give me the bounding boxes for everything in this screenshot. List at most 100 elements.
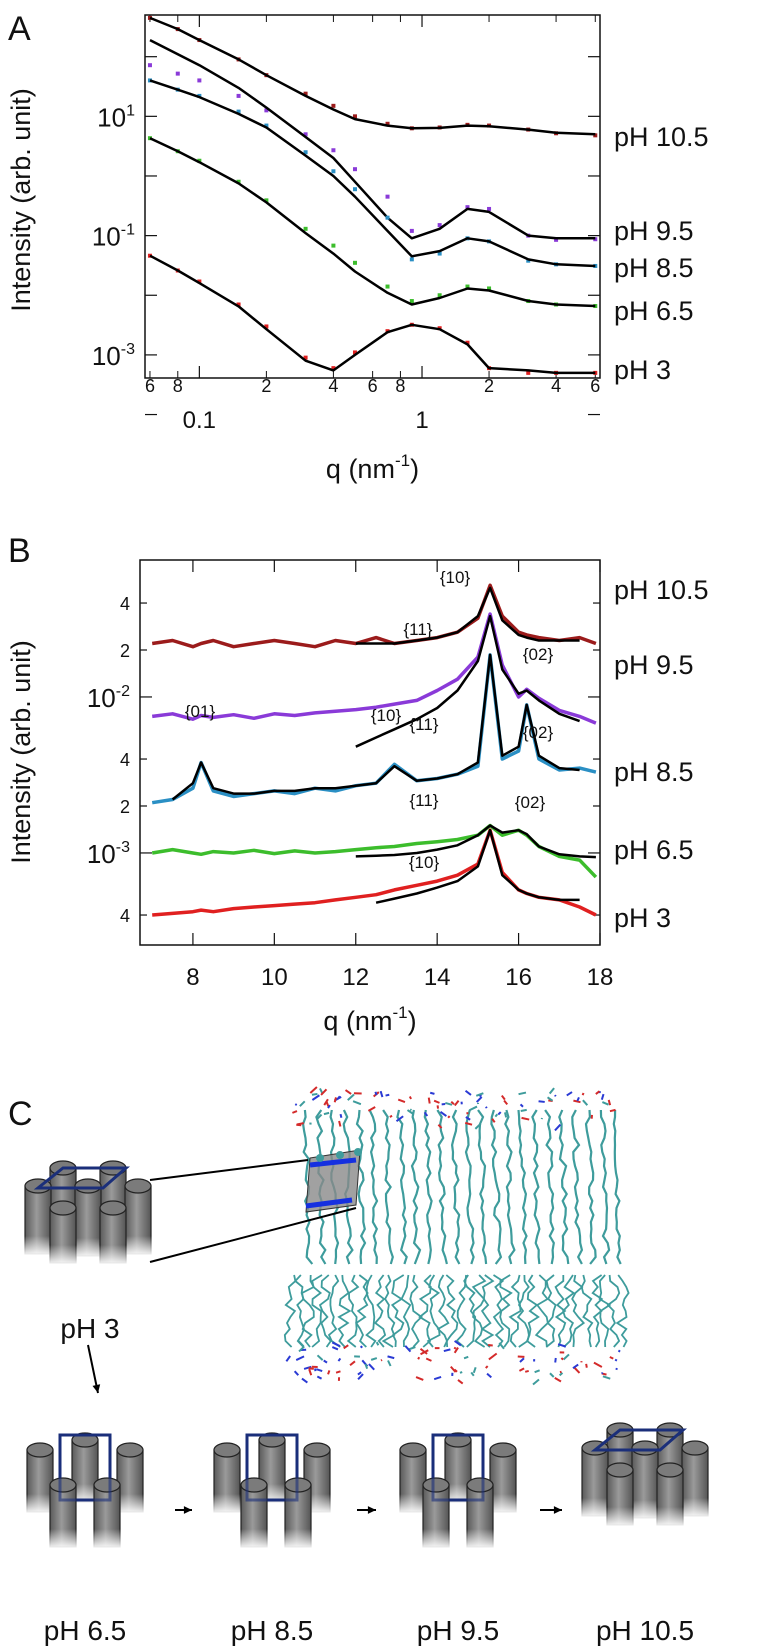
data-point — [197, 158, 202, 163]
peak-label: {10} — [371, 706, 402, 725]
headgroup-bond — [475, 1096, 483, 1103]
lipid-chain — [426, 1274, 441, 1348]
headgroup-bond — [327, 1104, 331, 1109]
x-axis-label: q (nm-1) — [323, 1003, 416, 1036]
headgroup-bond — [417, 1356, 421, 1360]
lipid-chain — [450, 1109, 461, 1265]
headgroup-bond — [357, 1371, 362, 1376]
lipid-chain — [373, 1274, 387, 1348]
data-point — [303, 226, 308, 231]
y-tick-base: 10 — [97, 102, 126, 132]
headgroup-bond — [457, 1379, 464, 1385]
peak-label: {10} — [440, 568, 471, 587]
x-label-text: q (nm — [323, 1006, 392, 1036]
y-axis-label: Intensity (arb. unit) — [6, 88, 36, 312]
arrow — [87, 1344, 99, 1394]
headgroup-bond — [427, 1097, 431, 1104]
headgroup-bond — [352, 1100, 362, 1106]
y-tick-base: 10 — [87, 839, 116, 869]
headgroup-bond — [459, 1371, 463, 1374]
arrow-head — [367, 1506, 376, 1514]
lipid-chain — [346, 1274, 360, 1348]
headgroup-bond — [385, 1093, 390, 1097]
state-label: pH 10.5 — [596, 1615, 694, 1646]
cylinder-top — [399, 1442, 427, 1458]
lipid-chain — [471, 1274, 487, 1348]
peak-label: {11} — [409, 715, 438, 734]
headgroup-bond — [344, 1089, 352, 1095]
headgroup-bond — [323, 1359, 328, 1364]
x-minor-tick-label: 4 — [328, 376, 338, 396]
headgroup-bond — [337, 1357, 342, 1362]
cylinder-fade — [489, 1494, 517, 1514]
x-label-close: ) — [410, 454, 419, 484]
headgroup-bond — [308, 1368, 313, 1376]
cylinder-top — [303, 1442, 331, 1458]
data-point — [487, 286, 492, 291]
unit-cell — [33, 1166, 131, 1190]
headgroup-bond — [331, 1341, 341, 1348]
cylinder-fade — [466, 1529, 494, 1549]
headgroup-bond — [557, 1343, 567, 1348]
headgroup-bond — [497, 1111, 502, 1116]
headgroup-bond — [468, 1105, 478, 1112]
x-minor-tick-label: 2 — [484, 376, 494, 396]
y-tick-label: 101 — [97, 102, 135, 132]
data-point — [554, 237, 559, 242]
headgroup-bond — [333, 1097, 337, 1103]
data-point — [331, 366, 336, 371]
series-label: pH 10.5 — [614, 575, 709, 605]
x-tick-label: 14 — [424, 964, 451, 991]
headgroup-bond — [472, 1366, 477, 1374]
data-point — [352, 114, 357, 119]
cylinder-fade — [26, 1494, 54, 1514]
data-point — [197, 279, 202, 284]
lipid-chain — [390, 1274, 405, 1348]
y-tick-label: 10-3 — [92, 341, 135, 371]
headgroup-bond — [581, 1092, 585, 1096]
data-point — [331, 148, 336, 153]
headgroup-bond — [474, 1122, 482, 1130]
headgroup-bond — [303, 1365, 312, 1370]
headgroup-bond — [301, 1377, 308, 1384]
x-tick-label: 8 — [186, 964, 199, 991]
cylinder-top — [422, 1477, 450, 1493]
unit-cell-edge — [305, 1197, 353, 1209]
unit-cell — [590, 1428, 688, 1452]
data-point — [236, 179, 241, 184]
lipid-chain — [580, 1274, 594, 1348]
headgroup-bond — [453, 1346, 459, 1354]
state-label: pH 8.5 — [231, 1615, 314, 1646]
y-tick-base: 4 — [120, 750, 130, 770]
y-tick-label: 4 — [120, 594, 130, 614]
lipid-chain — [612, 1109, 622, 1265]
series-label: pH 9.5 — [614, 216, 694, 246]
data-point — [331, 243, 336, 248]
y-tick-exponent: -3 — [116, 839, 130, 856]
headgroup-bond — [615, 1367, 618, 1371]
headgroup-bond — [465, 1116, 471, 1121]
cylinder-top — [240, 1477, 268, 1493]
plot-frame — [139, 559, 601, 946]
headgroup-bond — [582, 1099, 589, 1106]
headgroup-bond — [593, 1361, 603, 1368]
cylinder-top — [74, 1178, 102, 1194]
x-tick-label: 18 — [587, 964, 614, 991]
cylinder-fade — [213, 1494, 241, 1514]
lipid-chain — [463, 1274, 477, 1348]
lipid-chain — [409, 1274, 423, 1348]
lipid-chain — [558, 1109, 570, 1265]
data-point — [303, 150, 308, 155]
fit-line — [149, 137, 596, 308]
data-point — [352, 187, 357, 192]
data-point — [409, 228, 414, 233]
headgroup-bond — [308, 1367, 314, 1370]
lipid-chain — [477, 1109, 488, 1265]
data-point — [593, 133, 598, 138]
lipid-chain — [534, 1274, 549, 1348]
headgroup-bond — [519, 1357, 525, 1363]
data-point — [264, 108, 269, 113]
lipid-chain — [504, 1109, 516, 1265]
